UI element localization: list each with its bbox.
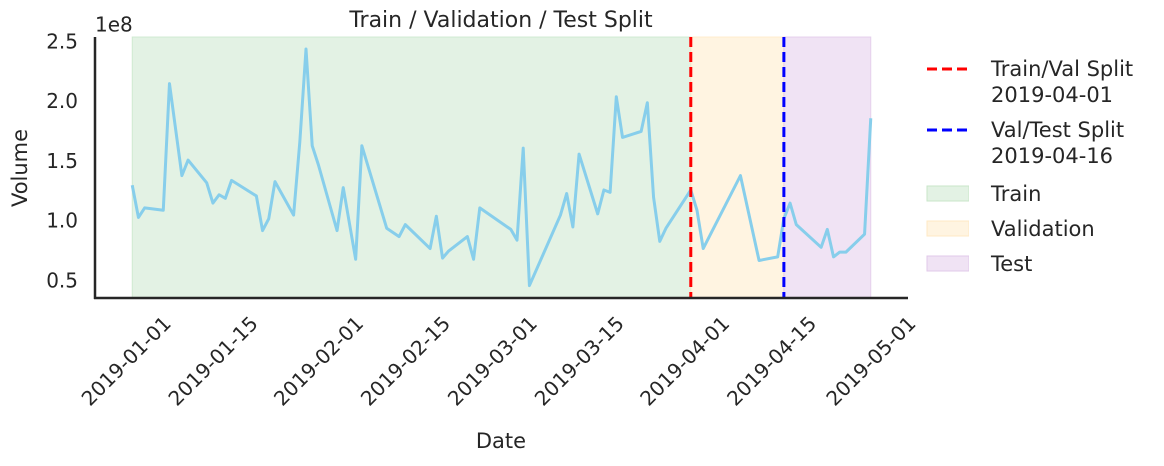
chart-title: Train / Validation / Test Split bbox=[348, 8, 653, 33]
y-tick-label: 1.0 bbox=[46, 209, 78, 233]
legend-key bbox=[925, 216, 970, 242]
split-span bbox=[783, 36, 872, 299]
data-line bbox=[130, 47, 873, 288]
x-tick-label: 2019-03-15 bbox=[530, 311, 629, 410]
x-tick-label: 2019-01-15 bbox=[163, 311, 262, 410]
y-axis-label: Volume bbox=[8, 129, 32, 207]
x-tick-label: 2019-04-01 bbox=[635, 311, 734, 410]
legend-item: Validation bbox=[925, 216, 1133, 242]
split-span bbox=[690, 36, 785, 299]
legend-key bbox=[925, 251, 970, 277]
x-tick-label: 2019-02-15 bbox=[356, 311, 455, 410]
legend-label: Test bbox=[991, 252, 1033, 276]
x-tick-label: 2019-05-01 bbox=[821, 311, 920, 410]
legend-key bbox=[925, 56, 969, 82]
x-tick-label: 2019-01-01 bbox=[77, 311, 176, 410]
legend-item: Train bbox=[925, 181, 1133, 207]
legend-swatch bbox=[926, 220, 970, 237]
legend-swatch bbox=[926, 255, 970, 272]
x-axis-label: Date bbox=[476, 429, 526, 453]
legend-key bbox=[925, 181, 970, 207]
legend-item: Test bbox=[925, 251, 1133, 277]
y-tick-label: 2.5 bbox=[46, 29, 78, 53]
legend-key bbox=[925, 117, 969, 143]
legend-label: Train bbox=[991, 182, 1042, 206]
y-tick-label: 1.5 bbox=[46, 149, 78, 173]
legend-label: Train/Val Split 2019-04-01 bbox=[991, 57, 1134, 107]
y-tick-label: 0.5 bbox=[46, 268, 78, 292]
legend-item: Train/Val Split 2019-04-01 bbox=[925, 56, 1133, 108]
offset-text: 1e8 bbox=[95, 13, 133, 37]
legend-swatch bbox=[927, 67, 969, 71]
legend-swatch bbox=[926, 185, 970, 202]
y-tick-label: 2.0 bbox=[46, 89, 78, 113]
legend: Train/Val Split 2019-04-01 Val/Test Split… bbox=[925, 56, 1133, 286]
x-tick-label: 2019-02-01 bbox=[269, 311, 368, 410]
x-tick-label: 2019-04-15 bbox=[722, 311, 821, 410]
legend-label: Validation bbox=[991, 217, 1095, 241]
legend-swatch bbox=[927, 128, 969, 132]
x-tick-label: 2019-03-01 bbox=[443, 311, 542, 410]
split-span bbox=[131, 36, 692, 299]
legend-label: Val/Test Split 2019-04-16 bbox=[991, 118, 1125, 168]
legend-item: Val/Test Split 2019-04-16 bbox=[925, 117, 1133, 169]
